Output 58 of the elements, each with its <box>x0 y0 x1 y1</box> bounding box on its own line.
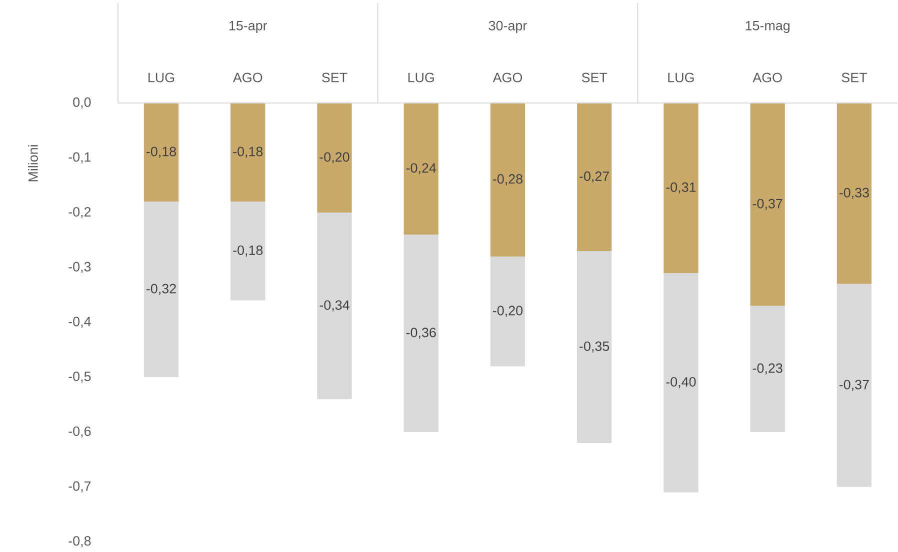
bar <box>836 103 872 284</box>
data-label: -0,36 <box>406 328 436 339</box>
x-tick-label: SET <box>842 72 867 82</box>
bar <box>230 103 266 202</box>
bar <box>490 256 526 366</box>
x-tick-label: SET <box>582 72 608 82</box>
y-tick-label: -0,6 <box>68 426 91 438</box>
bar <box>664 273 698 492</box>
data-label: -0,37 <box>752 198 782 210</box>
data-label: -0,20 <box>492 306 523 318</box>
bar <box>144 103 179 202</box>
bar <box>404 103 438 235</box>
data-label: -0,20 <box>320 152 350 164</box>
bar <box>664 103 698 274</box>
data-label: -0,31 <box>666 182 696 194</box>
bar <box>317 212 352 400</box>
bar <box>490 103 526 257</box>
data-label: -0,24 <box>406 163 436 174</box>
data-label: -0,40 <box>666 377 696 388</box>
data-label: -0,34 <box>320 300 350 312</box>
y-tick-label: -0,7 <box>68 481 91 493</box>
data-label: -0,35 <box>580 342 610 353</box>
x-tick-label: AGO <box>752 72 782 82</box>
data-label: -0,33 <box>839 188 869 200</box>
x-tick-label: LUG <box>148 72 174 82</box>
bar <box>750 103 785 306</box>
y-tick-label: -0,8 <box>68 536 91 548</box>
x-tick-label: LUG <box>408 72 434 82</box>
bar <box>144 202 179 378</box>
y-tick-label: 0,0 <box>73 98 91 109</box>
y-tick-label: -0,3 <box>68 262 91 274</box>
x-tick-label: SET <box>322 72 348 82</box>
bar <box>750 306 785 432</box>
y-tick-label: -0,4 <box>68 316 91 328</box>
data-label: -0,37 <box>839 380 869 392</box>
y-tick-label: -0,2 <box>68 207 91 218</box>
bar <box>404 234 438 432</box>
data-label: -0,18 <box>233 246 263 257</box>
data-label: -0,32 <box>146 284 176 296</box>
data-label: -0,18 <box>233 146 263 158</box>
x-tick-label: AGO <box>232 72 262 82</box>
bar <box>230 202 266 301</box>
text: 15-apr <box>229 21 268 34</box>
bar <box>577 103 612 252</box>
text: 30-apr <box>488 21 527 34</box>
data-label: -0,27 <box>580 172 609 183</box>
bar <box>836 284 872 487</box>
x-tick-label: AGO <box>492 72 522 82</box>
y-tick-label: -0,5 <box>68 372 91 383</box>
y-axis-title: Milioni <box>28 145 38 182</box>
bar <box>577 251 612 444</box>
y-tick-label: -0,1 <box>68 152 91 164</box>
data-label: -0,23 <box>752 364 782 375</box>
bar <box>317 103 352 213</box>
x-tick-label: LUG <box>668 72 694 82</box>
text: 15-mag <box>746 21 790 34</box>
data-label: -0,18 <box>146 146 176 158</box>
data-label: -0,28 <box>492 174 522 186</box>
